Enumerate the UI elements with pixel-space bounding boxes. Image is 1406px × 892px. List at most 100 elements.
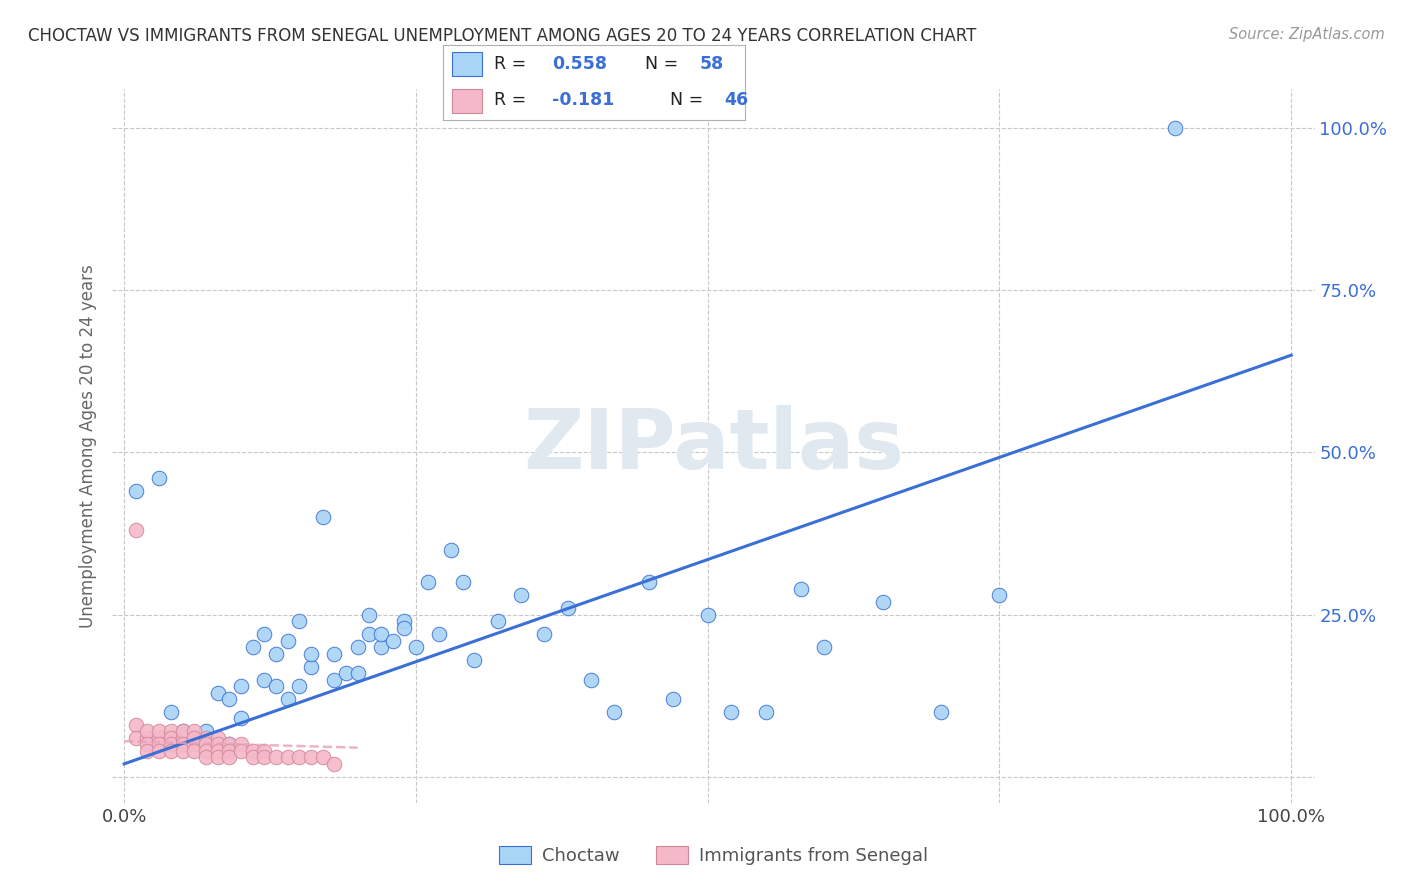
Point: [929, 705, 952, 719]
Point: [125, 718, 148, 732]
Text: ZIPatlas: ZIPatlas: [523, 406, 904, 486]
Point: [394, 621, 416, 635]
Point: [136, 738, 159, 752]
Point: [755, 705, 778, 719]
Point: [720, 705, 742, 719]
Point: [394, 614, 416, 628]
Point: [148, 471, 170, 485]
Point: [346, 666, 368, 681]
Point: [277, 633, 299, 648]
Text: Source: ZipAtlas.com: Source: ZipAtlas.com: [1229, 27, 1385, 42]
Point: [253, 627, 276, 641]
Point: [486, 614, 509, 628]
Text: -0.181: -0.181: [551, 91, 614, 110]
Point: [872, 595, 894, 609]
Point: [253, 673, 276, 687]
Point: [370, 627, 392, 641]
Point: [533, 627, 555, 641]
Y-axis label: Unemployment Among Ages 20 to 24 years: Unemployment Among Ages 20 to 24 years: [79, 264, 97, 628]
Point: [160, 744, 183, 758]
Point: [264, 647, 287, 661]
Point: [277, 692, 299, 706]
Point: [136, 731, 159, 745]
Point: [183, 744, 205, 758]
FancyBboxPatch shape: [451, 52, 482, 77]
Point: [172, 724, 194, 739]
Point: [194, 738, 217, 752]
Point: [603, 705, 626, 719]
Point: [299, 659, 322, 673]
Point: [790, 582, 813, 596]
Point: [160, 738, 183, 752]
Point: [359, 627, 381, 641]
Point: [299, 647, 322, 661]
Point: [696, 607, 718, 622]
Point: [183, 731, 205, 745]
Text: N =: N =: [645, 55, 685, 73]
Point: [125, 731, 148, 745]
Point: [557, 601, 579, 615]
Point: [194, 750, 217, 764]
Legend: Choctaw, Immigrants from Senegal: Choctaw, Immigrants from Senegal: [492, 838, 935, 872]
Point: [463, 653, 485, 667]
Point: [229, 679, 252, 693]
Point: [172, 724, 194, 739]
Point: [229, 711, 252, 725]
FancyBboxPatch shape: [451, 88, 482, 112]
Text: R =: R =: [495, 55, 531, 73]
Point: [172, 731, 194, 745]
Point: [148, 738, 170, 752]
Point: [311, 750, 333, 764]
Point: [988, 588, 1011, 602]
Point: [218, 738, 240, 752]
Point: [311, 510, 333, 524]
Text: N =: N =: [669, 91, 709, 110]
Point: [194, 731, 217, 745]
Point: [405, 640, 427, 654]
Point: [416, 575, 439, 590]
Point: [207, 744, 229, 758]
Point: [194, 744, 217, 758]
Point: [148, 731, 170, 745]
Point: [207, 750, 229, 764]
Point: [264, 679, 287, 693]
Point: [323, 673, 346, 687]
Point: [125, 484, 148, 499]
Point: [194, 724, 217, 739]
Point: [160, 705, 183, 719]
Point: [136, 724, 159, 739]
Text: 0.558: 0.558: [551, 55, 607, 73]
Point: [242, 744, 264, 758]
Point: [148, 744, 170, 758]
Point: [207, 731, 229, 745]
Point: [183, 738, 205, 752]
Point: [218, 738, 240, 752]
Point: [242, 750, 264, 764]
Text: 58: 58: [700, 55, 724, 73]
Point: [253, 750, 276, 764]
Point: [451, 575, 474, 590]
Point: [510, 588, 533, 602]
Point: [579, 673, 602, 687]
Point: [253, 744, 276, 758]
Point: [277, 750, 299, 764]
Text: CHOCTAW VS IMMIGRANTS FROM SENEGAL UNEMPLOYMENT AMONG AGES 20 TO 24 YEARS CORREL: CHOCTAW VS IMMIGRANTS FROM SENEGAL UNEMP…: [28, 27, 977, 45]
Point: [218, 750, 240, 764]
Point: [288, 679, 311, 693]
Point: [148, 724, 170, 739]
Point: [427, 627, 450, 641]
Point: [638, 575, 661, 590]
Point: [207, 738, 229, 752]
Point: [335, 666, 357, 681]
Point: [207, 685, 229, 699]
Point: [136, 744, 159, 758]
Point: [183, 724, 205, 739]
Point: [440, 542, 463, 557]
Point: [381, 633, 404, 648]
Point: [218, 692, 240, 706]
Point: [370, 640, 392, 654]
Point: [1163, 121, 1185, 136]
Point: [229, 744, 252, 758]
Point: [160, 731, 183, 745]
Point: [125, 524, 148, 538]
